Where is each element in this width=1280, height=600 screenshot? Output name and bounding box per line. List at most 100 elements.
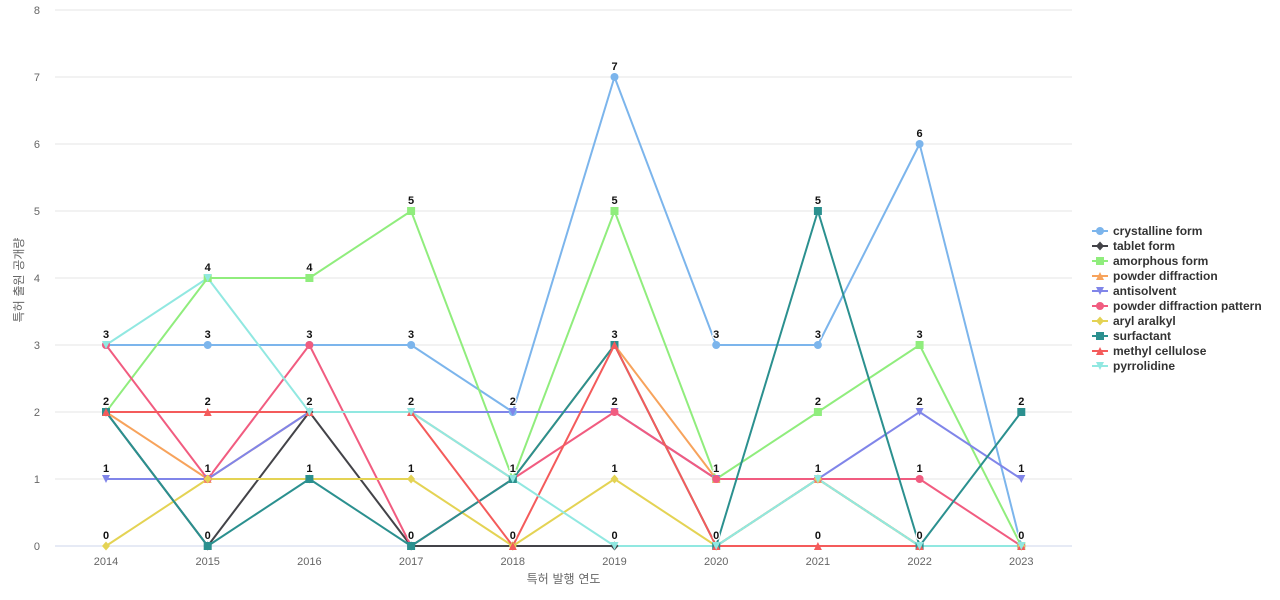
legend-item-amorphous-form[interactable]: amorphous form: [1092, 254, 1208, 268]
data-point-surfactant[interactable]: [203, 542, 212, 550]
data-label: 2: [408, 396, 414, 408]
x-tick-label: 2019: [602, 556, 626, 568]
data-point-pyrrolidine[interactable]: [1017, 542, 1026, 550]
legend-label: powder diffraction: [1113, 269, 1218, 283]
data-point-methyl-cellulose[interactable]: [610, 341, 619, 349]
data-label: 6: [917, 128, 923, 140]
data-label: 0: [713, 530, 719, 542]
data-label: 3: [917, 329, 923, 341]
series-line-methyl-cellulose[interactable]: [105, 344, 1023, 547]
data-point-methyl-cellulose[interactable]: [508, 542, 517, 550]
data-point-pyrrolidine[interactable]: [203, 274, 212, 282]
data-label: 2: [611, 396, 617, 408]
data-point-antisolvent[interactable]: [915, 408, 924, 416]
legend-item-powder-diffraction[interactable]: powder diffraction: [1092, 269, 1218, 283]
legend-marker: [1096, 347, 1104, 355]
data-point-pyrrolidine[interactable]: [305, 408, 314, 416]
legend-item-crystalline-form[interactable]: crystalline form: [1092, 224, 1202, 238]
data-point-methyl-cellulose[interactable]: [203, 408, 212, 416]
data-point-crystalline-form[interactable]: [407, 341, 416, 349]
series-line-crystalline-form[interactable]: [105, 76, 1023, 547]
legend-item-tablet-form[interactable]: tablet form: [1092, 239, 1175, 253]
data-point-crystalline-form[interactable]: [915, 140, 924, 148]
data-point-pyrrolidine[interactable]: [102, 341, 110, 349]
legend-item-surfactant[interactable]: surfactant: [1092, 329, 1171, 343]
data-point-amorphous-form[interactable]: [407, 207, 416, 215]
legend-item-antisolvent[interactable]: antisolvent: [1092, 284, 1176, 298]
data-point-surfactant[interactable]: [407, 542, 416, 550]
data-point-pyrrolidine[interactable]: [712, 542, 721, 550]
data-point-pyrrolidine[interactable]: [407, 408, 416, 416]
x-tick-label: 2016: [297, 556, 321, 568]
legend-marker: [1096, 241, 1104, 251]
data-label: 0: [103, 530, 109, 542]
data-labels: 3 2 1 0 4 3 2 1 0 4 3 2 1 5 3 2 1 0 2 1 0 7 5 3 2 1 0 3 1 0 5 3 2 1 0 6 3 2 1 0…: [102, 60, 1026, 544]
data-label: 0: [510, 530, 516, 542]
data-point-surfactant[interactable]: [1017, 408, 1026, 416]
data-point-powder-diffraction-pattern[interactable]: [915, 475, 924, 483]
legend-item-aryl-aralkyl[interactable]: aryl aralkyl: [1092, 314, 1176, 328]
data-point-aryl-aralkyl[interactable]: [610, 474, 619, 484]
x-tick-label: 2020: [704, 556, 728, 568]
y-tick-label: 3: [34, 340, 40, 352]
x-tick-label: 2017: [399, 556, 423, 568]
data-point-pyrrolidine[interactable]: [813, 475, 822, 483]
data-point-surfactant[interactable]: [813, 207, 822, 215]
data-label: 2: [815, 396, 821, 408]
data-point-crystalline-form[interactable]: [813, 341, 822, 349]
data-point-crystalline-form[interactable]: [712, 341, 721, 349]
data-point-aryl-aralkyl[interactable]: [102, 541, 110, 551]
data-label: 1: [103, 463, 109, 475]
data-label: 3: [713, 329, 719, 341]
data-point-methyl-cellulose[interactable]: [813, 542, 822, 550]
data-label: 0: [205, 530, 211, 542]
y-tick-label: 2: [34, 407, 40, 419]
legend-item-powder-diffraction-pattern[interactable]: powder diffraction pattern: [1092, 299, 1262, 313]
data-point-antisolvent[interactable]: [1017, 475, 1026, 483]
data-label: 1: [917, 463, 923, 475]
data-point-crystalline-form[interactable]: [203, 341, 212, 349]
data-point-pyrrolidine[interactable]: [508, 475, 517, 483]
data-label: 1: [611, 463, 617, 475]
data-point-aryl-aralkyl[interactable]: [203, 474, 212, 484]
y-axis-title: 특허 출원 공개량: [12, 238, 26, 323]
data-label: 3: [611, 329, 617, 341]
data-label: 2: [1018, 396, 1024, 408]
series-markers: [102, 73, 1026, 551]
legend-marker: [1096, 316, 1104, 326]
legend-item-methyl-cellulose[interactable]: methyl cellulose: [1092, 344, 1207, 358]
y-tick-label: 4: [34, 273, 40, 285]
legend-label: tablet form: [1113, 239, 1175, 253]
data-point-antisolvent[interactable]: [102, 475, 110, 483]
legend-label: amorphous form: [1113, 254, 1208, 268]
legend-marker: [1096, 332, 1104, 340]
x-tick-label: 2022: [907, 556, 931, 568]
series-line-pyrrolidine[interactable]: [105, 277, 1023, 547]
series-line-surfactant[interactable]: [105, 210, 1023, 547]
data-point-amorphous-form[interactable]: [813, 408, 822, 416]
data-point-powder-diffraction-pattern[interactable]: [610, 408, 619, 416]
data-point-surfactant[interactable]: [305, 475, 314, 483]
data-point-amorphous-form[interactable]: [610, 207, 619, 215]
series-lines: [105, 76, 1023, 547]
legend-marker: [1096, 302, 1104, 310]
data-point-aryl-aralkyl[interactable]: [407, 474, 416, 484]
data-point-pyrrolidine[interactable]: [610, 542, 619, 550]
legend-label: methyl cellulose: [1113, 344, 1207, 358]
y-tick-label: 1: [34, 474, 40, 486]
legend-label: surfactant: [1113, 329, 1171, 343]
series-line-amorphous-form[interactable]: [105, 210, 1023, 547]
legend-item-pyrrolidine[interactable]: pyrrolidine: [1092, 359, 1175, 373]
data-point-antisolvent[interactable]: [508, 408, 517, 416]
data-point-crystalline-form[interactable]: [610, 73, 619, 81]
data-point-pyrrolidine[interactable]: [915, 542, 924, 550]
data-point-powder-diffraction-pattern[interactable]: [305, 341, 314, 349]
x-tick-label: 2018: [501, 556, 525, 568]
data-point-powder-diffraction-pattern[interactable]: [712, 475, 721, 483]
data-point-amorphous-form[interactable]: [305, 274, 314, 282]
data-label: 4: [306, 262, 313, 274]
data-point-methyl-cellulose[interactable]: [102, 408, 110, 416]
data-point-amorphous-form[interactable]: [915, 341, 924, 349]
